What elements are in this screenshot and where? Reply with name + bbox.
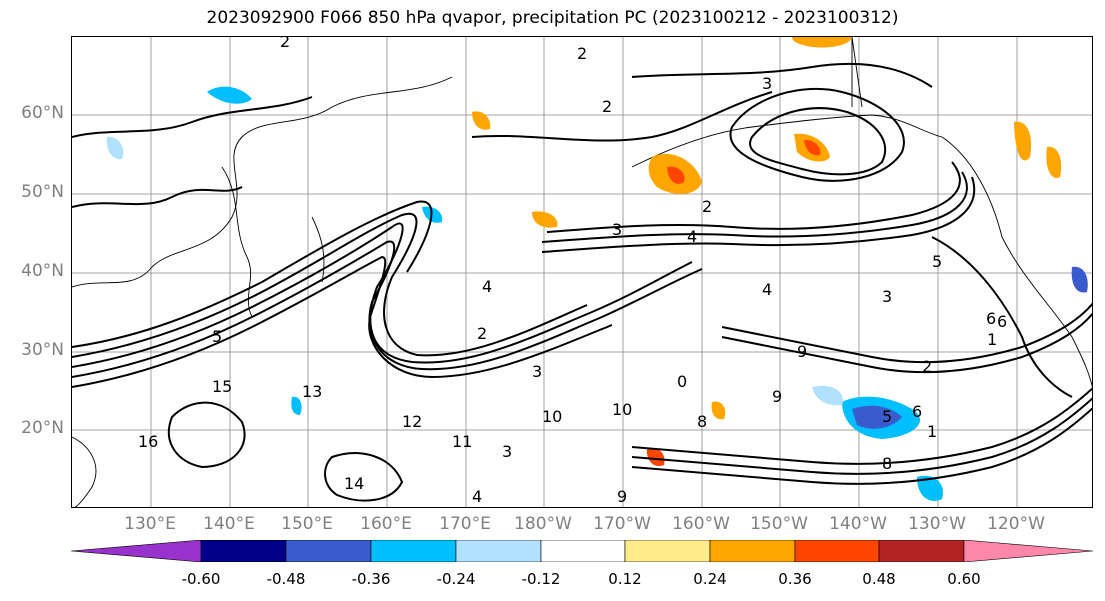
contour-label: 10 xyxy=(612,400,632,419)
colorbar-segment xyxy=(71,540,202,562)
lon-label: 120°W xyxy=(987,514,1045,534)
colorbar-tick: 0.48 xyxy=(862,570,896,588)
contour-label: 8 xyxy=(697,412,707,431)
precip-shading xyxy=(106,37,1088,501)
lon-label: 160°E xyxy=(360,514,412,534)
colorbar-tick: 0.60 xyxy=(947,570,981,588)
colorbar-segment xyxy=(285,540,372,562)
colorbar-tick: -0.48 xyxy=(266,570,306,588)
lat-label: 60°N xyxy=(21,103,64,123)
lon-label: 170°W xyxy=(593,514,651,534)
contour-label: 1 xyxy=(927,422,937,441)
colorbar-segment xyxy=(624,540,711,562)
colorbar-tick: 0.24 xyxy=(693,570,727,588)
colorbar-segment xyxy=(878,540,965,562)
contour-label: 2 xyxy=(702,197,712,216)
contour-label: 6 xyxy=(997,312,1007,331)
lon-label: 160°W xyxy=(672,514,730,534)
contour-label: 3 xyxy=(532,362,542,381)
contour-label: 2 xyxy=(477,324,487,343)
lon-label: 150°W xyxy=(750,514,808,534)
contour-label: 6 xyxy=(986,309,996,328)
colorbar-tick: -0.60 xyxy=(181,570,221,588)
contour-label: 9 xyxy=(772,387,782,406)
colorbar-segment xyxy=(794,540,880,562)
chart-title: 2023092900 F066 850 hPa qvapor, precipit… xyxy=(206,8,899,28)
lon-label: 140°E xyxy=(203,514,255,534)
contour-label: 9 xyxy=(797,342,807,361)
graticule xyxy=(72,37,1092,507)
contour-label: 16 xyxy=(138,432,158,451)
contour-label: 4 xyxy=(687,227,697,246)
contour-label: 2 xyxy=(602,97,612,116)
lon-label: 180°W xyxy=(514,514,572,534)
contour-label: 1 xyxy=(987,330,997,349)
contour-label: 4 xyxy=(482,277,492,296)
qvapor-contours xyxy=(72,62,1092,502)
contour-label: 3 xyxy=(612,220,622,239)
contour-label: 5 xyxy=(932,252,942,271)
colorbar-segment xyxy=(963,540,1093,562)
colorbar-tick: -0.36 xyxy=(351,570,391,588)
map-panel: 2 2 3 2 2 3 4 3 4 5 6 2 3 4 5 6 8 9 10 8… xyxy=(71,36,1093,508)
lat-label: 40°N xyxy=(21,261,64,281)
lat-label: 30°N xyxy=(21,340,64,360)
contour-label: 6 xyxy=(912,402,922,421)
lon-label: 140°W xyxy=(829,514,887,534)
contour-label: 4 xyxy=(762,280,772,299)
contour-labels: 2 2 3 2 2 3 4 3 4 5 6 2 3 4 5 6 8 9 10 8… xyxy=(138,37,1007,506)
map-canvas: 2 2 3 2 2 3 4 3 4 5 6 2 3 4 5 6 8 9 10 8… xyxy=(72,37,1092,507)
colorbar-tick: 0.12 xyxy=(608,570,642,588)
colorbar-segment xyxy=(455,540,542,562)
colorbar-tick: -0.12 xyxy=(521,570,561,588)
lon-label: 130°E xyxy=(124,514,176,534)
contour-label: 11 xyxy=(452,432,472,451)
lon-label: 170°E xyxy=(439,514,491,534)
contour-label: 10 xyxy=(542,407,562,426)
colorbar-tick: 0.36 xyxy=(778,570,812,588)
colorbar-segment xyxy=(540,540,626,562)
lon-label: 130°W xyxy=(908,514,966,534)
contour-label: 13 xyxy=(302,382,322,401)
contour-label: 3 xyxy=(762,74,772,93)
contour-label: 9 xyxy=(617,487,627,506)
contour-label: 4 xyxy=(472,487,482,506)
colorbar-tick: -0.24 xyxy=(436,570,476,588)
contour-label: 8 xyxy=(882,454,892,473)
contour-label: 3 xyxy=(502,442,512,461)
contour-label: 0 xyxy=(677,372,687,391)
colorbar-segment xyxy=(370,540,457,562)
coastlines xyxy=(72,37,1092,507)
colorbar xyxy=(71,540,1093,562)
contour-label: 12 xyxy=(402,412,422,431)
contour-label: 5 xyxy=(882,407,892,426)
lon-label: 150°E xyxy=(281,514,333,534)
contour-label: 2 xyxy=(577,44,587,63)
contour-label: 2 xyxy=(280,37,290,51)
contour-label: 14 xyxy=(344,474,364,493)
colorbar-segment xyxy=(709,540,796,562)
contour-label: 2 xyxy=(922,357,932,376)
colorbar-segment xyxy=(200,540,287,562)
contour-label: 15 xyxy=(212,377,232,396)
contour-label: 3 xyxy=(882,287,892,306)
contour-label: 5 xyxy=(212,327,222,346)
lat-label: 50°N xyxy=(21,182,64,202)
lat-label: 20°N xyxy=(21,418,64,438)
